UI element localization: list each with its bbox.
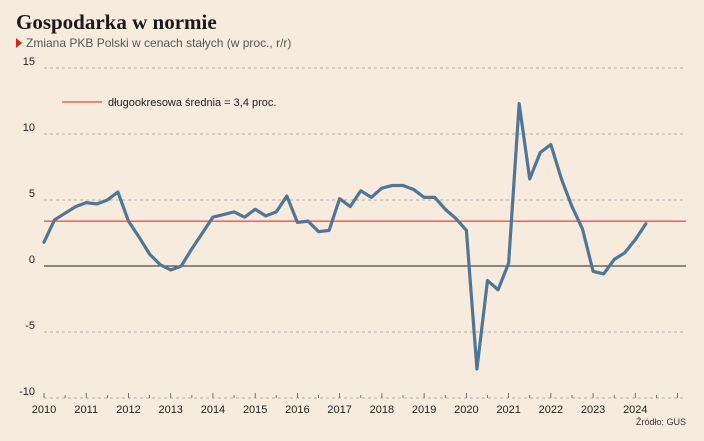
x-tick-label: 2018: [370, 404, 394, 416]
x-tick-label: 2011: [74, 404, 98, 416]
x-tick-label: 2013: [158, 404, 182, 416]
y-tick-label: 0: [29, 254, 35, 266]
y-tick-label: 5: [29, 188, 35, 200]
grid-lines: [44, 67, 686, 399]
source-note: Źródło: GUS: [635, 417, 686, 427]
x-tick-label: 2017: [327, 404, 351, 416]
y-tick-label: 15: [23, 56, 35, 68]
red-triangle-icon: [16, 38, 22, 48]
y-tick-label: 10: [23, 122, 35, 134]
x-tick-label: 2019: [412, 404, 436, 416]
x-tick-label: 2014: [201, 404, 225, 416]
chart-subtitle-text: Zmiana PKB Polski w cenach stałych (w pr…: [26, 36, 292, 50]
y-tick-labels: 15 10 5 0 -5 -10: [19, 56, 35, 398]
legend-label: długookresowa średnia = 3,4 proc.: [108, 97, 276, 109]
x-tick-label: 2023: [581, 404, 605, 416]
x-tick-label: 2022: [539, 404, 563, 416]
y-tick-label: -10: [19, 386, 35, 398]
series-lines: [42, 102, 648, 371]
chart-title: Gospodarka w normie: [16, 10, 217, 34]
x-tick-label: 2021: [496, 404, 520, 416]
x-tick-labels: 2010 2011 2012 2013 2014 2015 2016 2017 2018 2019…: [32, 404, 648, 416]
gdp-series-line: [42, 102, 648, 371]
legend: długookresowa średnia = 3,4 proc.: [62, 97, 276, 109]
x-tick-label: 2016: [285, 404, 309, 416]
chart-subtitle: Zmiana PKB Polski w cenach stałych (w pr…: [16, 36, 291, 50]
x-tick-label: 2010: [32, 404, 56, 416]
y-tick-label: -5: [25, 320, 35, 332]
x-tick-label: 2012: [116, 404, 140, 416]
x-tick-label: 2020: [454, 404, 478, 416]
x-tick-marks: [43, 393, 678, 398]
x-tick-label: 2015: [243, 404, 267, 416]
x-tick-label: 2024: [623, 404, 647, 416]
